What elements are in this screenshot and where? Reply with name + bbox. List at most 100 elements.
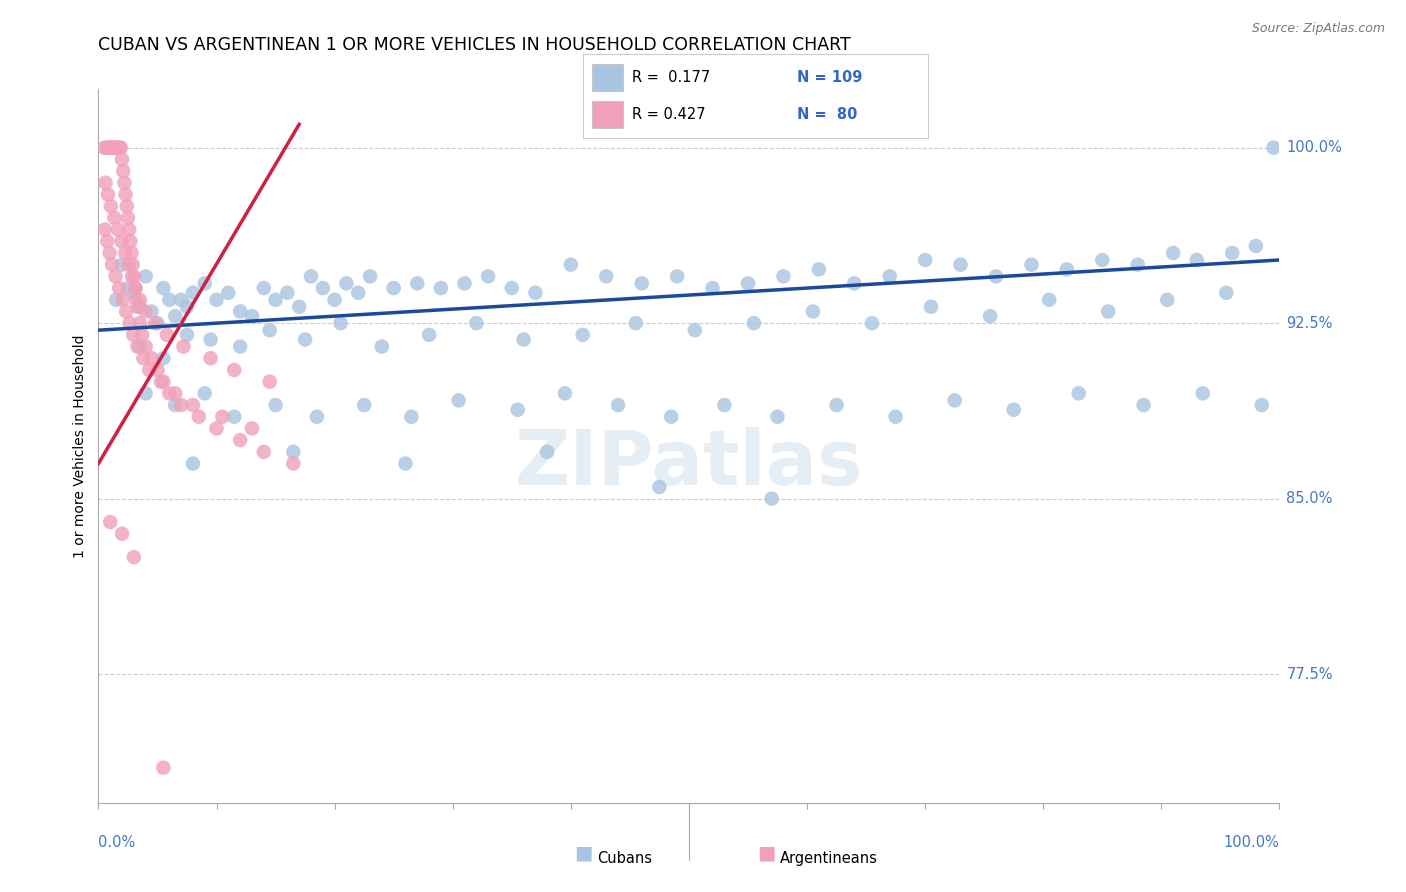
Point	[371, 340, 394, 354]
Text: ■: ■	[756, 843, 776, 862]
Text: 85.0%: 85.0%	[1286, 491, 1333, 506]
Point	[157, 386, 180, 401]
Point	[96, 234, 118, 248]
Point	[105, 141, 128, 155]
Y-axis label: 1 or more Vehicles in Household: 1 or more Vehicles in Household	[73, 334, 87, 558]
Point	[176, 300, 198, 314]
Point	[128, 300, 150, 314]
Text: 92.5%: 92.5%	[1286, 316, 1333, 331]
Point	[98, 141, 121, 155]
Point	[294, 333, 316, 347]
Point	[1215, 285, 1237, 300]
Point	[112, 164, 135, 178]
Point	[347, 285, 370, 300]
Point	[127, 300, 149, 314]
Point	[152, 761, 174, 775]
Point	[111, 526, 134, 541]
Point	[264, 293, 287, 307]
Point	[229, 433, 252, 447]
Point	[194, 277, 217, 291]
Point	[141, 351, 163, 366]
Point	[283, 457, 305, 471]
Point	[108, 281, 131, 295]
Text: N =  80: N = 80	[797, 107, 858, 122]
Point	[205, 293, 228, 307]
Point	[560, 258, 582, 272]
Point	[98, 141, 121, 155]
Point	[150, 375, 173, 389]
Point	[104, 269, 127, 284]
Point	[359, 269, 381, 284]
Text: CUBAN VS ARGENTINEAN 1 OR MORE VEHICLES IN HOUSEHOLD CORRELATION CHART: CUBAN VS ARGENTINEAN 1 OR MORE VEHICLES …	[98, 36, 851, 54]
Point	[107, 222, 129, 236]
Point	[1220, 246, 1243, 260]
Point	[176, 327, 198, 342]
Point	[125, 293, 148, 307]
Point	[146, 363, 169, 377]
Point	[554, 386, 576, 401]
Point	[1185, 252, 1208, 267]
Point	[240, 421, 263, 435]
Point	[170, 398, 193, 412]
Point	[114, 246, 136, 260]
Point	[713, 398, 735, 412]
Point	[229, 304, 252, 318]
Text: 77.5%: 77.5%	[1286, 666, 1333, 681]
Point	[141, 304, 163, 318]
Point	[1126, 258, 1149, 272]
Point	[860, 316, 883, 330]
Point	[103, 141, 125, 155]
Point	[253, 281, 276, 295]
Point	[156, 327, 179, 342]
FancyBboxPatch shape	[592, 101, 623, 128]
Point	[107, 141, 129, 155]
Point	[943, 393, 966, 408]
Point	[259, 375, 281, 389]
Point	[110, 234, 132, 248]
Point	[1156, 293, 1178, 307]
Point	[165, 309, 187, 323]
Point	[104, 141, 127, 155]
Point	[146, 316, 169, 330]
Point	[108, 141, 131, 155]
Point	[353, 398, 375, 412]
Point	[920, 300, 942, 314]
Point	[807, 262, 830, 277]
Point	[240, 309, 263, 323]
Point	[117, 281, 139, 295]
Point	[1091, 252, 1114, 267]
Point	[418, 327, 440, 342]
Point	[305, 409, 328, 424]
Point	[264, 398, 287, 412]
Point	[607, 398, 630, 412]
Point	[181, 457, 204, 471]
Point	[524, 285, 547, 300]
Point	[683, 323, 706, 337]
Point	[128, 293, 150, 307]
Point	[630, 277, 652, 291]
Text: R =  0.177: R = 0.177	[631, 70, 710, 85]
Point	[152, 375, 174, 389]
Point	[979, 309, 1001, 323]
Text: 0.0%: 0.0%	[98, 835, 135, 850]
Point	[94, 222, 117, 236]
Text: 100.0%: 100.0%	[1223, 835, 1279, 850]
Point	[276, 285, 298, 300]
Point	[100, 141, 122, 155]
Point	[112, 176, 135, 190]
Point	[138, 363, 160, 377]
Point	[659, 409, 682, 424]
Point	[648, 480, 671, 494]
Point	[96, 141, 118, 155]
Point	[312, 281, 335, 295]
Point	[1250, 398, 1272, 412]
Point	[111, 293, 134, 307]
Point	[122, 550, 145, 565]
Point	[93, 141, 115, 155]
Point	[111, 258, 134, 272]
Point	[165, 386, 187, 401]
Point	[122, 269, 145, 284]
Point	[124, 281, 146, 295]
FancyBboxPatch shape	[592, 63, 623, 91]
Point	[97, 187, 120, 202]
